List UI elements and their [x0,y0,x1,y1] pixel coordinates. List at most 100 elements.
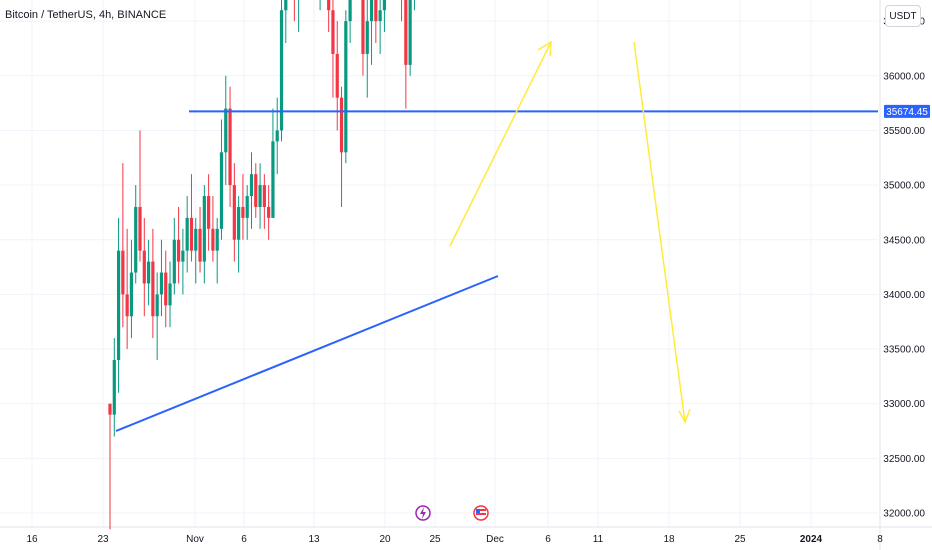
candle-body [249,174,254,197]
candle [335,21,339,131]
time-tick-label: 25 [734,534,746,545]
flag-stripe [476,513,486,515]
candle [245,185,249,240]
candle-body [254,174,258,207]
candle [365,0,369,98]
candle-body [129,272,134,317]
candle [331,0,335,98]
candle-body [108,403,112,415]
candle [348,0,352,44]
candle-body [112,359,116,415]
candle-body [177,239,181,262]
candle-body [327,0,331,11]
support-price-tag-bg [884,104,930,118]
candle-body [125,294,129,317]
lightning-event-icon [415,505,431,521]
candle-body [181,250,185,262]
candle [168,261,172,328]
candle-body [164,272,168,306]
price-tick-label: 32500.00 [883,454,925,465]
chart-title: Bitcoin / TetherUS, 4h, BINANCE [5,9,167,21]
candle-body [241,206,245,218]
candle [129,239,134,339]
time-tick-label: 2024 [800,534,823,545]
candle [211,196,215,262]
price-tick-label: 34500.00 [883,235,925,246]
candle [228,86,232,207]
candle-body [232,185,236,240]
candle-body [245,196,249,218]
candle [215,217,219,284]
candle [319,0,321,11]
candle-body [404,0,408,65]
up-arrow-head [537,40,552,57]
candle [408,0,412,76]
candle [164,250,168,328]
time-tick-label: Dec [486,534,504,545]
price-tick-label: 36000.00 [883,71,925,82]
event-markers [415,505,489,521]
time-tick-label: 13 [308,534,320,545]
candle [219,119,224,240]
candle-body [159,272,164,295]
candle [249,152,254,229]
us-flag-event-icon [473,505,489,521]
candle-body [348,0,352,22]
candle-body [335,53,339,98]
time-tick-label: 23 [97,534,109,545]
candle [207,174,211,251]
candle-body [185,217,189,251]
candle [271,108,275,218]
candle-body [369,0,374,22]
candle-body [271,141,275,218]
candle-body [378,10,382,22]
candle [185,196,189,273]
candle [241,174,245,240]
support-price-tag: 35674.45 [884,104,930,118]
price-tick-label: 33000.00 [883,399,925,410]
price-tick-label: 34000.00 [883,290,925,301]
time-tick-label: 11 [593,534,604,545]
candle [159,239,164,317]
candle [181,228,185,295]
candle [172,217,176,295]
time-axis[interactable]: 16 23 Nov 6 13 20 25 Dec 6 11 18 25 2024 8 [26,534,883,545]
flag-stripe [476,509,486,511]
candle-body [138,206,142,251]
candle [108,403,112,530]
candle-body [121,250,125,295]
candle-body [237,206,241,240]
candle-body [134,206,138,273]
candle [151,228,155,339]
candle-body [408,0,412,65]
price-tick-label: 33500.00 [883,345,925,356]
candle [194,217,198,284]
candle [275,97,279,175]
candle-body [219,152,224,229]
candle [382,0,387,33]
price-axis[interactable]: 32000.00 32500.00 33000.00 33500.00 34000.00… [883,0,925,520]
lightning-bolt [420,507,426,519]
candle [134,185,138,284]
candle [125,228,129,350]
candle [404,0,408,109]
candle [374,0,378,44]
candle [254,163,258,218]
candle [202,185,206,284]
candle-body [382,0,387,11]
candle-body [172,239,176,284]
candle-body [146,261,151,284]
candle-body [189,217,194,251]
candle-body [374,0,378,22]
candle [116,217,121,393]
candle-body [258,185,262,207]
currency-button[interactable]: USDT [885,5,921,27]
price-tick-label: 35000.00 [883,181,925,192]
candle-body [215,228,219,251]
candle [378,0,382,54]
candle-body [198,228,202,262]
candle-body [151,261,155,317]
candle-body [207,196,211,229]
candle-body [339,97,344,153]
